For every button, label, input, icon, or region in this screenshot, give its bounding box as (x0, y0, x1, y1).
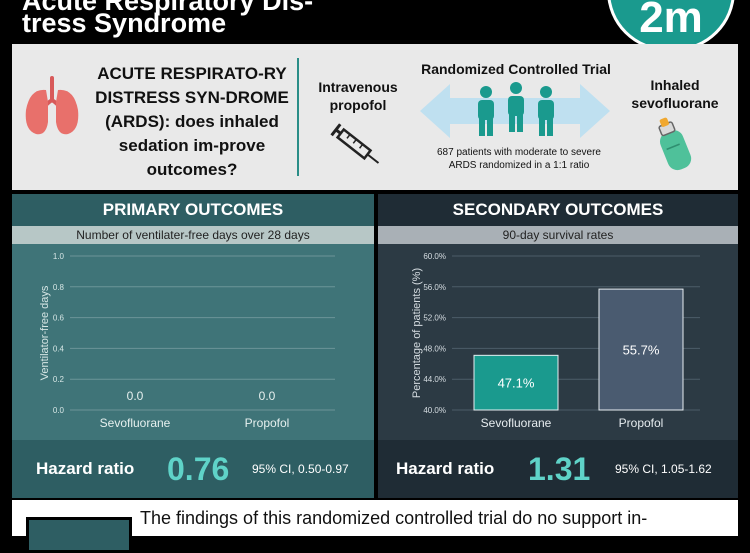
patients-icon (478, 82, 554, 136)
secondary-hazard-ratio-label: Hazard ratio (396, 459, 495, 478)
outcome-charts: 0.0 0.2 0.4 0.6 0.8 1.0 Ventilator-free days 0.… (39, 252, 700, 430)
arm-right-label: Inhaled sevofluorane (631, 77, 719, 111)
bar-value-label: 0.0 (127, 389, 144, 403)
primary-hazard-ratio-label: Hazard ratio (36, 459, 135, 478)
title-line-2: tress Syndrome (22, 8, 227, 38)
bar-propofol (598, 288, 684, 411)
syringe-icon (330, 123, 380, 164)
intro-panel (12, 44, 738, 190)
y-axis-label: Ventilator-free days (39, 285, 51, 380)
y-tick-label: 0.8 (53, 283, 65, 292)
logo-text: 2m (639, 0, 703, 42)
y-tick-label: 60.0% (423, 252, 446, 261)
y-tick-label: 56.0% (423, 283, 446, 292)
y-tick-label: 0.6 (53, 314, 65, 323)
conclusion-icon-box (26, 517, 132, 553)
y-axis-label: Percentage of patients (%) (411, 268, 423, 398)
x-category-label: Propofol (245, 416, 290, 430)
y-tick-label: 40.0% (423, 406, 446, 415)
secondary-outcomes-heading: SECONDARY OUTCOMES (378, 194, 738, 226)
secondary-hazard-ratio-row (378, 440, 738, 498)
bar-value-label: 0.0 (259, 389, 276, 403)
y-tick-label: 0.4 (53, 344, 65, 353)
conclusion-text: The findings of this randomized controll… (140, 508, 648, 528)
y-tick-label: 44.0% (423, 375, 446, 384)
primary-hazard-ratio-value: 0.76 (167, 451, 230, 487)
secondary-hazard-ratio-ci: 95% CI, 1.05-1.62 (615, 462, 712, 476)
bar-value-label: 47.1% (498, 376, 535, 391)
trial-type-label: Randomized Controlled Trial (421, 61, 611, 77)
x-category-label: Sevofluorane (481, 416, 552, 430)
inhaler-icon (658, 117, 692, 171)
primary-hazard-ratio-ci: 95% CI, 0.50-0.97 (252, 462, 349, 476)
bar-sevofluorane (473, 354, 559, 411)
y-tick-label: 1.0 (53, 252, 65, 261)
x-category-label: Propofol (619, 416, 664, 430)
y-tick-label: 48.0% (423, 344, 446, 353)
secondary-hazard-ratio-value: 1.31 (528, 451, 591, 487)
research-question: ACUTE RESPIRATO-RY DISTRESS SYN-DROME (A… (95, 64, 289, 179)
primary-hazard-ratio-row (12, 440, 374, 498)
secondary-outcomes-subheading: 90-day survival rates (378, 226, 738, 244)
y-tick-label: 0.0 (53, 406, 65, 415)
bar-value-label: 55.7% (623, 343, 660, 358)
primary-outcomes-subheading: Number of ventilater-free days over 28 d… (12, 226, 374, 244)
conclusion-band (12, 500, 738, 536)
lungs-icon (25, 76, 79, 135)
x-category-label: Sevofluorane (100, 416, 171, 430)
trial-note: 687 patients with moderate to severe ARD… (437, 147, 601, 171)
arm-left-label: Intravenous propofol (318, 79, 398, 113)
primary-outcomes-heading: PRIMARY OUTCOMES (12, 194, 374, 226)
title-line-1: Acute Respiratory Dis- (22, 0, 314, 16)
y-tick-label: 0.2 (53, 375, 65, 384)
intro-divider (297, 58, 299, 176)
y-tick-label: 52.0% (423, 314, 446, 323)
